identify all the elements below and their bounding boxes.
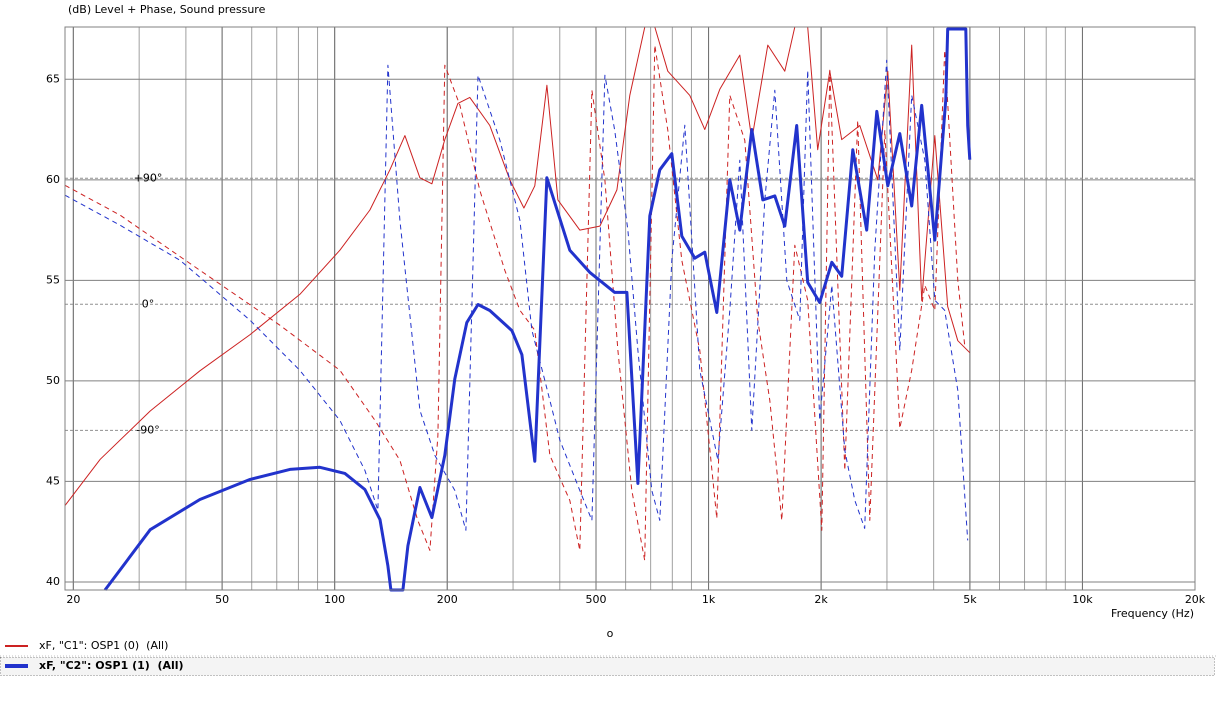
y-tick-label: 50 — [46, 374, 60, 387]
phase-line — [64, 59, 969, 541]
x-tick-label: 2k — [814, 593, 828, 606]
y2-tick-label: +90° — [134, 171, 163, 184]
plot — [64, 26, 972, 592]
level-line — [64, 26, 971, 506]
legend-selection — [0, 657, 1215, 676]
y-tick-label: 65 — [46, 72, 60, 85]
legend: xF, "C1": OSP1 (0) (All) xF, "C2": OSP1 (… — [5, 639, 184, 672]
chart-title: (dB) Level + Phase, Sound pressure — [68, 3, 266, 16]
x-tick-label: 200 — [437, 593, 458, 606]
x-tick-label: 500 — [586, 593, 607, 606]
x-tick-label: 100 — [324, 593, 345, 606]
y-tick-label: 45 — [46, 474, 60, 487]
grid — [65, 27, 1196, 590]
plot-frame — [64, 26, 1196, 591]
y-tick-label: 40 — [46, 575, 60, 588]
x-axis-label: Frequency (Hz) — [1111, 607, 1194, 620]
y-tick-label: 60 — [46, 173, 60, 186]
x-tick-label: 5k — [963, 593, 977, 606]
level-line — [103, 27, 972, 592]
footer-mark: o — [607, 627, 614, 640]
x-tick-label: 50 — [215, 593, 229, 606]
x-tick-label: 20 — [66, 593, 80, 606]
phase-line — [64, 44, 966, 561]
x-tick-label: 20k — [1185, 593, 1206, 606]
legend-label[interactable]: xF, "C1": OSP1 (0) (All) — [39, 639, 168, 652]
y2-tick-label: 0° — [142, 297, 155, 310]
legend-label[interactable]: xF, "C2": OSP1 (1) (All) — [39, 659, 184, 672]
y2-tick-label: -90° — [136, 423, 159, 436]
x-tick-label: 1k — [702, 593, 716, 606]
y-tick-label: 55 — [46, 273, 60, 286]
x-tick-label: 10k — [1072, 593, 1093, 606]
